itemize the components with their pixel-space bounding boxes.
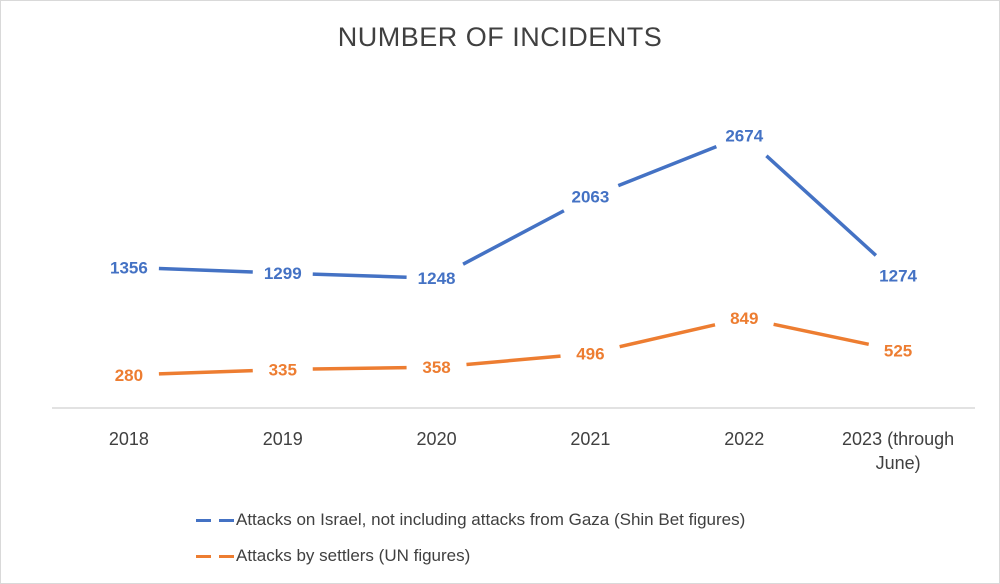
series-segment-1 <box>312 365 407 371</box>
series-lines <box>158 145 878 376</box>
x-tick-label: 2023 (through June) <box>842 429 954 473</box>
series-segment-1 <box>158 368 253 376</box>
x-tick-label: 2019 <box>263 429 303 449</box>
legend: Attacks on Israel, not including attacks… <box>196 502 745 574</box>
data-label: 280 <box>115 366 143 385</box>
data-label: 2063 <box>572 188 610 207</box>
chart-title: NUMBER OF INCIDENTS <box>337 22 663 52</box>
series-segment-1 <box>619 323 716 349</box>
data-label: 1274 <box>879 267 917 286</box>
legend-swatch-blue <box>196 518 234 522</box>
series-segment-0 <box>765 154 878 257</box>
data-label: 849 <box>730 309 758 328</box>
series-segment-0 <box>158 266 253 274</box>
series-segment-0 <box>312 272 407 279</box>
legend-item-shin-bet[interactable]: Attacks on Israel, not including attacks… <box>196 502 745 538</box>
x-axis-ticks: 2018 2019 2020 2021 2022 2023 (through June) <box>109 429 954 473</box>
legend-label: Attacks by settlers (UN figures) <box>236 546 471 565</box>
data-label: 1356 <box>110 258 148 277</box>
x-tick-label: 2022 <box>724 429 764 449</box>
data-label: 1299 <box>264 264 302 283</box>
x-tick-label: 2020 <box>417 429 457 449</box>
legend-swatch-orange <box>196 554 234 558</box>
data-label: 2674 <box>725 127 763 146</box>
legend-item-settlers[interactable]: Attacks by settlers (UN figures) <box>196 538 745 574</box>
series-segment-0 <box>462 209 565 266</box>
data-label: 525 <box>884 342 912 361</box>
legend-label: Attacks on Israel, not including attacks… <box>236 510 746 529</box>
series-segment-0 <box>617 145 718 188</box>
data-label: 1248 <box>418 269 456 288</box>
data-label: 358 <box>422 358 450 377</box>
data-labels: 1356 1299 1248 2063 2674 1274 280 335 358 496 849 5… <box>110 127 918 385</box>
series-segment-1 <box>466 354 561 367</box>
series-segment-1 <box>773 322 870 347</box>
data-label: 335 <box>269 361 297 380</box>
x-tick-label: 2021 <box>570 429 610 449</box>
data-label: 496 <box>576 344 604 363</box>
x-tick-label: 2018 <box>109 429 149 449</box>
